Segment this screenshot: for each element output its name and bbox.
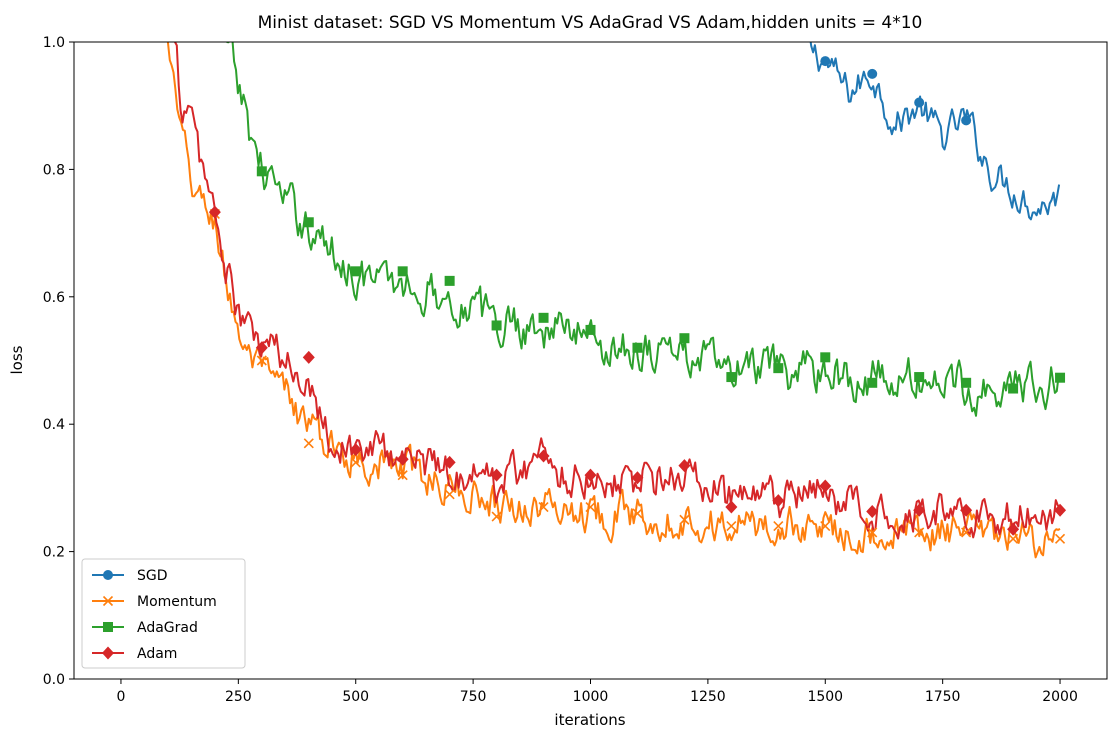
data-point-adagrad (1055, 372, 1066, 383)
data-point-adam (725, 500, 738, 514)
y-tick-label: 0.8 (43, 162, 65, 178)
data-point-sgd (961, 115, 972, 126)
data-point-momentum (914, 527, 925, 538)
data-point-momentum (397, 470, 408, 481)
data-point-adam (631, 471, 644, 485)
data-point-adam (678, 459, 691, 473)
chart-title: Minist dataset: SGD VS Momentum VS AdaGr… (258, 13, 923, 33)
data-point-momentum (632, 508, 643, 519)
data-point-adagrad (256, 166, 267, 177)
data-point-adam (349, 443, 362, 457)
y-axis-label: loss (8, 345, 26, 374)
data-point-adagrad (914, 372, 925, 383)
data-point-adam (866, 504, 879, 518)
y-tick-label: 0.0 (43, 672, 65, 688)
data-point-momentum (1008, 533, 1019, 544)
data-point-sgd (914, 97, 925, 108)
data-point-adagrad (820, 352, 831, 363)
data-point-momentum (961, 527, 972, 538)
legend-label-sgd: SGD (137, 568, 168, 584)
data-point-adagrad (444, 275, 455, 286)
series-lines (166, 42, 1061, 559)
series-markers (208, 56, 1067, 544)
data-point-momentum (303, 438, 314, 449)
data-point-adam (960, 503, 973, 517)
legend-label-adam: Adam (137, 646, 177, 662)
legend: SGD Momentum AdaGrad Adam (81, 558, 246, 669)
x-tick-label: 1750 (925, 689, 961, 705)
data-point-momentum (867, 527, 878, 538)
data-point-momentum (256, 355, 267, 366)
y-tick-label: 1.0 (43, 35, 65, 51)
data-point-momentum (820, 521, 831, 532)
data-point-adagrad (491, 320, 502, 331)
data-point-adagrad (632, 342, 643, 353)
data-point-adam (584, 468, 597, 482)
data-point-adagrad (303, 217, 314, 228)
data-point-adagrad (679, 333, 690, 344)
series-line-adam (174, 42, 1061, 540)
legend-marker-momentum (102, 595, 114, 607)
legend-marker-sgd (103, 570, 113, 580)
x-tick-label: 1500 (807, 689, 843, 705)
x-axis: 0 250 500 750 1000 1250 1500 1750 2000 (116, 679, 1078, 705)
data-point-adagrad (867, 377, 878, 388)
data-point-sgd (820, 56, 831, 67)
data-point-adam (537, 449, 550, 463)
x-tick-label: 1000 (573, 689, 609, 705)
data-point-adagrad (961, 377, 972, 388)
data-point-adam (913, 503, 926, 517)
data-point-momentum (726, 521, 737, 532)
series-line-adagrad (226, 42, 1060, 417)
x-tick-label: 250 (225, 689, 252, 705)
data-point-momentum (679, 514, 690, 525)
data-point-momentum (491, 511, 502, 522)
data-point-adam (1007, 522, 1020, 536)
data-point-adagrad (585, 324, 596, 335)
data-point-adam (396, 452, 409, 466)
data-point-momentum (585, 501, 596, 513)
x-tick-label: 1250 (690, 689, 726, 705)
data-point-momentum (538, 501, 549, 513)
x-tick-label: 2000 (1042, 689, 1078, 705)
data-point-adam (255, 341, 268, 355)
data-point-adam (302, 350, 315, 364)
data-point-adagrad (1008, 383, 1019, 394)
x-tick-label: 750 (460, 689, 487, 705)
data-point-sgd (867, 68, 878, 79)
data-point-adam (819, 479, 832, 493)
x-tick-label: 500 (342, 689, 369, 705)
y-tick-label: 0.6 (43, 290, 65, 306)
legend-marker-adagrad (103, 622, 113, 632)
data-point-adagrad (773, 363, 784, 374)
data-point-momentum (773, 521, 784, 532)
data-point-adam (443, 455, 456, 469)
data-point-adagrad (538, 312, 549, 323)
data-point-adam (490, 468, 503, 482)
legend-label-adagrad: AdaGrad (137, 620, 198, 636)
legend-box (81, 558, 246, 669)
data-point-momentum (350, 457, 361, 468)
y-axis: 0.0 0.2 0.4 0.6 0.8 1.0 (43, 35, 74, 688)
x-tick-label: 0 (116, 689, 125, 705)
y-tick-label: 0.2 (43, 545, 65, 561)
data-point-momentum (444, 489, 455, 500)
data-point-adam (208, 205, 221, 219)
legend-label-momentum: Momentum (137, 594, 217, 610)
data-point-momentum (1054, 533, 1066, 544)
data-point-adam (1054, 503, 1067, 517)
data-point-adagrad (397, 266, 408, 277)
y-tick-label: 0.4 (43, 417, 65, 433)
x-axis-label: iterations (554, 711, 625, 729)
data-point-adagrad (350, 266, 361, 277)
data-point-adam (772, 494, 785, 508)
series-line-sgd (801, 42, 1061, 221)
legend-marker-adam (102, 646, 114, 660)
data-point-adagrad (726, 372, 737, 383)
